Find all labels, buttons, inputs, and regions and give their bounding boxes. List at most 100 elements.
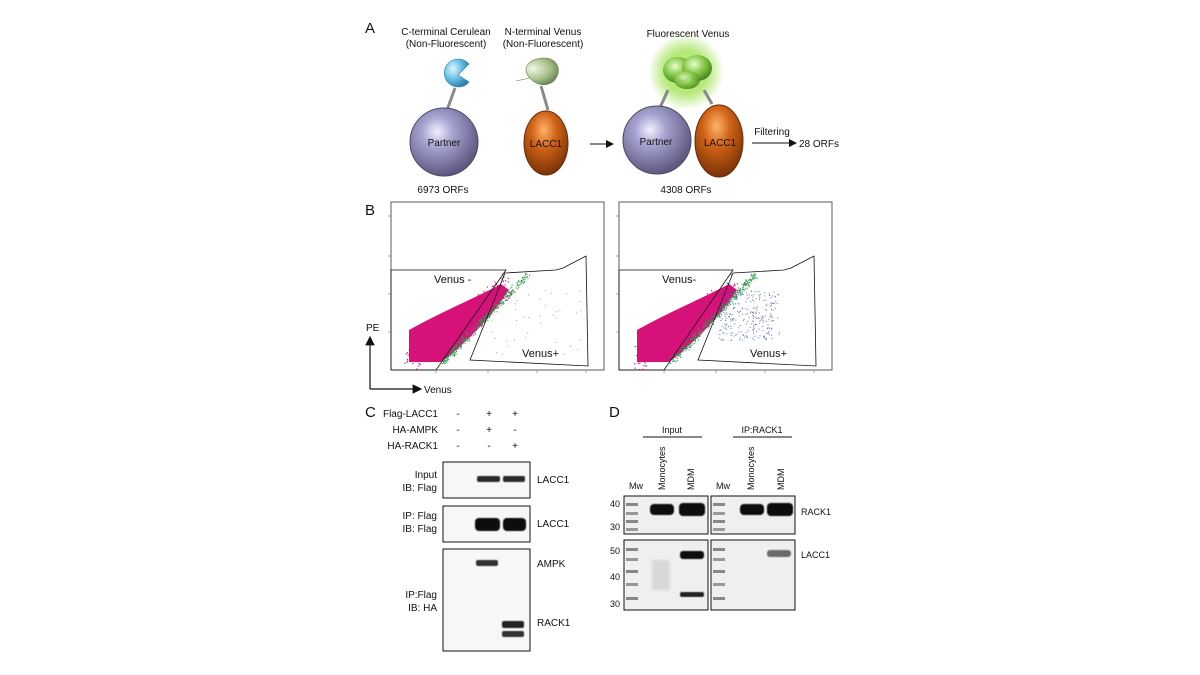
event-dot — [451, 353, 453, 355]
event-dot — [515, 287, 517, 289]
event-dot — [739, 310, 741, 312]
event-dot — [487, 317, 489, 319]
event-dot — [718, 314, 720, 316]
event-dot — [759, 294, 761, 295]
event-dot — [753, 330, 755, 331]
event-dot — [650, 356, 652, 358]
event-dot — [725, 324, 727, 326]
event-dot — [747, 330, 749, 332]
event-dot — [693, 324, 695, 326]
event-dot — [765, 305, 767, 306]
event-dot — [672, 321, 674, 323]
event-dot — [655, 344, 657, 346]
event-dot — [679, 355, 681, 357]
event-dot — [516, 282, 518, 284]
event-dot — [767, 324, 769, 326]
event-dot — [446, 360, 448, 362]
event-dot — [645, 365, 647, 367]
band-label: LACC1 — [801, 550, 830, 560]
event-dot — [473, 334, 475, 336]
band — [503, 476, 525, 482]
event-dot — [685, 350, 687, 352]
event-dot — [494, 287, 496, 289]
event-dot — [774, 295, 776, 297]
lane-sign: + — [486, 425, 492, 436]
event-dot — [738, 331, 740, 333]
event-dot — [768, 330, 770, 332]
event-dot — [748, 294, 750, 296]
event-dot — [764, 337, 766, 339]
cerulean-label: C-terminal Cerulean — [401, 27, 490, 38]
event-dot — [555, 342, 557, 343]
event-dot — [453, 326, 455, 329]
event-dot — [697, 339, 699, 341]
event-dot — [444, 335, 446, 337]
event-dot — [691, 338, 693, 340]
event-dot — [545, 290, 546, 292]
event-dot — [460, 345, 462, 347]
event-dot — [447, 358, 449, 360]
event-dot — [762, 315, 764, 317]
event-dot — [728, 316, 730, 318]
event-dot — [664, 338, 666, 340]
event-dot — [716, 315, 718, 317]
event-dot — [689, 343, 691, 345]
event-dot — [493, 307, 495, 309]
event-dot — [511, 291, 513, 293]
lane-sign: - — [456, 409, 459, 420]
event-dot — [661, 327, 663, 329]
event-dot — [449, 325, 451, 327]
event-dot — [655, 347, 657, 349]
event-dot — [762, 321, 764, 323]
panel-d-letter: D — [609, 404, 620, 421]
event-dot — [410, 355, 412, 357]
event-dot — [697, 311, 699, 313]
event-dot — [447, 356, 449, 358]
event-dot — [752, 315, 754, 317]
event-dot — [739, 339, 741, 341]
mw-marker: 50 — [610, 546, 620, 556]
event-dot — [749, 282, 751, 284]
blot-label: Input — [415, 470, 437, 481]
event-dot — [722, 292, 724, 294]
event-dot — [700, 335, 702, 337]
event-dot — [750, 275, 752, 277]
event-dot — [555, 317, 557, 319]
event-dot — [739, 325, 741, 327]
event-dot — [519, 284, 521, 286]
event-dot — [662, 337, 664, 339]
event-dot — [722, 309, 724, 311]
event-dot — [722, 307, 724, 309]
event-dot — [433, 334, 435, 337]
band — [679, 503, 705, 516]
event-dot — [493, 290, 495, 293]
event-dot — [634, 367, 636, 369]
event-dot — [711, 315, 713, 317]
event-dot — [516, 285, 518, 287]
event-dot — [673, 333, 675, 335]
event-dot — [498, 286, 500, 288]
event-dot — [446, 339, 448, 341]
event-dot — [730, 325, 732, 327]
event-dot — [487, 320, 489, 322]
event-dot — [656, 337, 658, 339]
event-dot — [430, 352, 432, 354]
event-dot — [675, 361, 677, 363]
event-dot — [736, 294, 738, 296]
event-dot — [742, 320, 744, 322]
event-dot — [426, 338, 429, 340]
group-label-input: Input — [662, 425, 683, 435]
event-dot — [418, 365, 420, 367]
event-dot — [511, 286, 513, 288]
event-dot — [724, 304, 726, 306]
event-dot — [752, 337, 754, 339]
event-dot — [724, 327, 726, 329]
event-dot — [479, 316, 481, 318]
event-dot — [665, 346, 667, 348]
lane-sign: - — [456, 441, 459, 452]
event-dot — [732, 318, 733, 320]
event-dot — [725, 307, 727, 309]
event-dot — [637, 353, 639, 355]
event-dot — [464, 319, 466, 321]
event-dot — [699, 333, 701, 335]
